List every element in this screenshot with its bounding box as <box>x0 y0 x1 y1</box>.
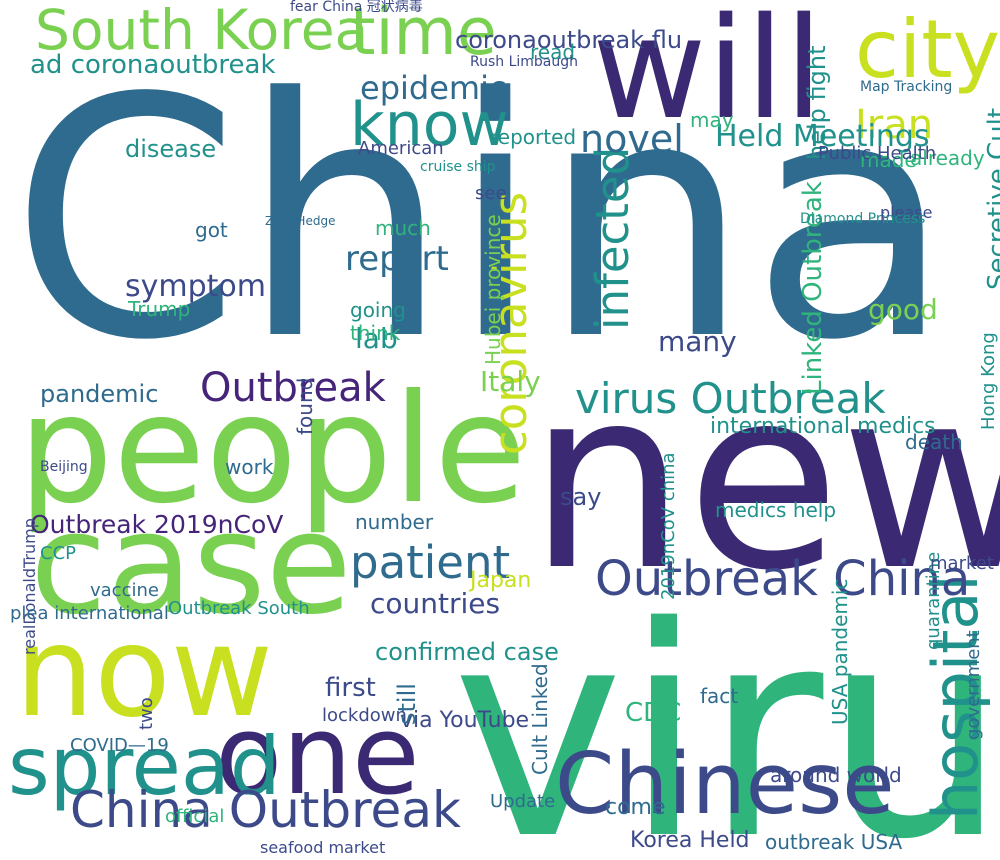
word-cloud-word: realDonaldTrump <box>20 518 39 655</box>
word-cloud-word: see <box>475 183 507 204</box>
word-cloud-word: will <box>592 0 824 151</box>
word-cloud-word: Italy <box>480 365 541 398</box>
word-cloud-word: good <box>868 293 938 326</box>
word-cloud-word: found <box>293 377 317 435</box>
word-cloud-word: seafood market <box>260 838 386 857</box>
word-cloud-word: work <box>225 455 274 479</box>
word-cloud-word: Held Meetings <box>715 119 930 154</box>
word-cloud-word: via YouTube <box>400 708 530 733</box>
word-cloud-word: international medics <box>710 414 936 439</box>
word-cloud-word: Outbreak China <box>595 551 971 607</box>
word-cloud-word: patient <box>350 536 511 589</box>
word-cloud-word: know <box>350 90 509 160</box>
word-cloud-word: novel <box>580 117 684 161</box>
word-cloud-word: South Korea <box>35 0 369 62</box>
word-cloud-word: Outbreak South <box>168 598 310 619</box>
word-cloud-word: read <box>530 40 576 64</box>
word-cloud-word: much <box>375 216 431 240</box>
word-cloud-word: lockdown <box>322 705 407 726</box>
word-cloud-word: COVID—19 <box>70 735 169 756</box>
word-cloud-word: Secretive Cult <box>983 107 1000 290</box>
word-cloud-word: ad coronaoutbreak <box>30 50 276 80</box>
word-cloud-word: cruise ship <box>420 159 496 175</box>
word-cloud-word: countries <box>370 587 501 620</box>
word-cloud-word: think <box>350 321 401 345</box>
word-cloud-word: coronaoutbreak flu <box>455 26 683 54</box>
word-cloud-word: Outbreak <box>200 365 386 411</box>
word-cloud-word: vaccine <box>90 580 159 601</box>
word-cloud-word: medics help <box>715 498 837 522</box>
word-cloud-word: fact <box>700 684 739 708</box>
word-cloud-word: confirmed case <box>375 638 559 666</box>
word-cloud-word: now <box>15 600 273 745</box>
word-cloud-word: Map Tracking <box>860 79 953 95</box>
word-cloud-word: disease <box>125 135 217 163</box>
word-cloud-word: may <box>690 108 734 132</box>
word-cloud-word: symptom <box>125 269 266 304</box>
word-cloud-word: Hubei province <box>481 214 505 365</box>
word-cloud-word: first <box>325 673 376 703</box>
word-cloud-word: Beijing <box>40 459 88 475</box>
word-cloud-word: Cult Linked <box>528 663 552 775</box>
word-cloud-word: epidemic <box>360 69 507 107</box>
word-cloud-word: Outbreak 2019nCoV <box>30 510 284 539</box>
word-cloud-word: market <box>930 553 994 574</box>
word-cloud-word: Rush Limbaugh <box>470 54 579 70</box>
word-cloud-word: spread <box>8 720 281 813</box>
word-cloud-word: please <box>880 203 933 222</box>
word-cloud-word: Update <box>490 791 556 812</box>
word-cloud-word: outbreak USA <box>765 830 903 854</box>
word-cloud-word: pandemic <box>40 380 159 408</box>
word-cloud-word: case <box>30 483 352 646</box>
word-cloud-word: CDC <box>625 698 682 728</box>
word-cloud-word: plea international <box>10 603 169 624</box>
word-cloud-word: Iran <box>855 102 934 148</box>
word-cloud-word: new <box>528 334 1000 625</box>
word-cloud-word: number <box>355 510 434 534</box>
word-cloud-word: death <box>905 430 963 454</box>
word-cloud-word: Trump <box>128 297 191 321</box>
word-cloud-word: say <box>560 483 602 511</box>
word-cloud-word: Hong Kong <box>978 332 999 430</box>
word-cloud-word: government <box>963 630 984 740</box>
word-cloud-word: many <box>658 325 737 358</box>
word-cloud-word: report <box>345 239 449 279</box>
word-cloud-word: virus <box>452 566 1000 860</box>
word-cloud-word: come <box>605 795 666 820</box>
word-cloud-word: 2019nCoV china <box>658 452 679 600</box>
word-cloud-word: time <box>350 0 497 70</box>
word-cloud-word: made <box>860 148 917 172</box>
word-cloud-word: infected <box>586 146 639 330</box>
word-cloud-word: Japan <box>470 568 532 593</box>
word-cloud-word: Chinese <box>555 735 895 834</box>
word-cloud-word: reported <box>490 125 577 149</box>
word-cloud-word: official <box>165 806 225 827</box>
word-cloud-word: China <box>10 28 953 412</box>
word-cloud-word: two <box>136 697 157 730</box>
word-cloud-word: USA pandemic <box>828 578 852 725</box>
word-cloud-word: around world <box>770 763 902 787</box>
word-cloud-word: lab <box>355 322 398 355</box>
word-cloud-word: CCP <box>40 543 76 564</box>
word-cloud-word: American <box>358 138 444 159</box>
word-cloud-word: got <box>195 218 228 242</box>
word-cloud-word: fear China 冠状病毒 <box>290 0 423 15</box>
word-cloud-word: Korea Held <box>630 828 750 853</box>
word-cloud-word: already <box>910 146 985 170</box>
word-cloud-word: going <box>350 298 406 322</box>
word-cloud-word: virus Outbreak <box>575 374 886 423</box>
word-cloud-word: Diamond Princess <box>800 211 926 227</box>
word-cloud-word: Zero Hedge <box>265 214 336 228</box>
word-cloud-word: city <box>855 3 1000 96</box>
word-cloud-word: China Outbreak <box>70 781 461 839</box>
word-cloud-word: people <box>18 363 527 537</box>
word-cloud-word: one <box>215 691 420 819</box>
word-cloud-word: Public Health <box>818 143 937 164</box>
